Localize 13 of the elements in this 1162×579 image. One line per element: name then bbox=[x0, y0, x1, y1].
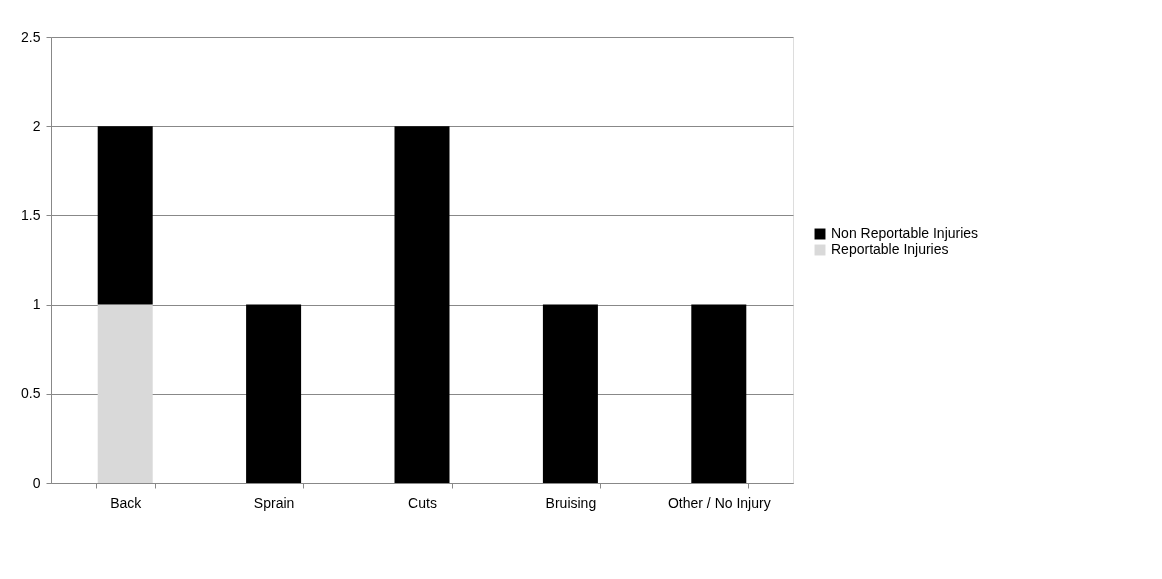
x-tick-label: Sprain bbox=[253, 494, 295, 511]
y-tick-label: 2.5 bbox=[21, 28, 41, 45]
x-tick-label: Cuts bbox=[408, 494, 437, 511]
y-tick-label: 1 bbox=[32, 296, 41, 313]
x-tick-label: Other / No Injury bbox=[667, 494, 771, 511]
legend-label: Non Reportable Injuries bbox=[831, 225, 979, 241]
legend-label: Reportable Injuries bbox=[831, 241, 949, 257]
y-tick-label: 2 bbox=[32, 117, 41, 134]
x-tick-label: Bruising bbox=[545, 494, 597, 511]
x-tick-label: Back bbox=[110, 494, 143, 511]
y-tick-label: 0 bbox=[32, 474, 41, 491]
y-tick-label: 0.5 bbox=[21, 385, 41, 402]
y-tick-label: 1.5 bbox=[21, 206, 41, 223]
